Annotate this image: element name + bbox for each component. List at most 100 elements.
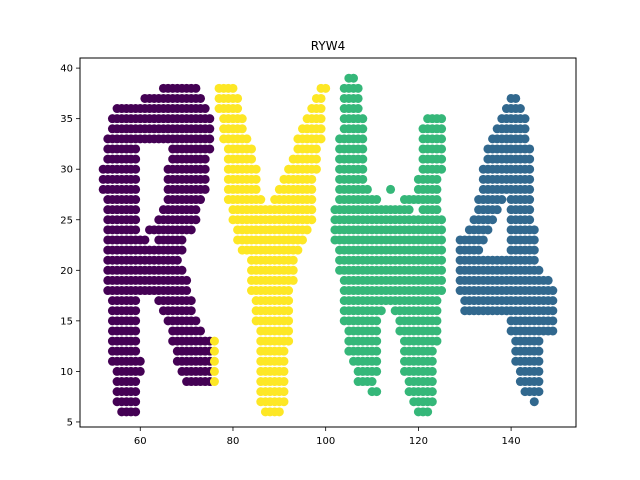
- data-point: [131, 377, 141, 387]
- data-point: [311, 154, 321, 164]
- data-point: [182, 286, 192, 296]
- data-point: [284, 306, 294, 316]
- data-point: [349, 73, 358, 83]
- x-tick-label: 80: [227, 436, 240, 447]
- data-point: [307, 174, 317, 184]
- y-tick-label: 30: [60, 165, 73, 176]
- data-point: [191, 215, 201, 225]
- data-point: [131, 215, 141, 225]
- data-point: [358, 154, 368, 164]
- data-point: [209, 377, 219, 387]
- data-point: [432, 316, 442, 326]
- data-point: [302, 225, 312, 235]
- data-point: [432, 296, 442, 306]
- data-point: [209, 356, 219, 366]
- data-point: [182, 275, 192, 285]
- y-tick-label: 15: [60, 316, 73, 327]
- data-point: [358, 124, 368, 134]
- data-point: [372, 366, 382, 376]
- data-point: [534, 265, 544, 275]
- data-point: [534, 356, 544, 366]
- data-point: [131, 164, 141, 174]
- data-point: [279, 397, 289, 407]
- data-point: [529, 235, 539, 245]
- data-point: [209, 336, 219, 346]
- data-point: [251, 164, 261, 174]
- data-point: [437, 144, 447, 154]
- data-point: [372, 316, 382, 326]
- data-point: [279, 377, 289, 387]
- data-point: [131, 195, 141, 205]
- data-point: [358, 134, 368, 144]
- data-point: [205, 114, 215, 124]
- data-point: [367, 377, 377, 387]
- data-point: [316, 93, 326, 103]
- data-point: [437, 235, 447, 245]
- data-point: [432, 174, 442, 184]
- data-point: [515, 104, 525, 114]
- data-point: [307, 205, 317, 215]
- data-point: [186, 296, 196, 306]
- data-point: [233, 93, 243, 103]
- plot-frame: [79, 57, 577, 428]
- data-point: [437, 286, 447, 296]
- data-point: [131, 184, 141, 194]
- data-point: [427, 346, 437, 356]
- data-point: [196, 195, 206, 205]
- data-point: [437, 164, 447, 174]
- data-point: [307, 195, 317, 205]
- data-point: [135, 356, 145, 366]
- data-point: [316, 124, 326, 134]
- x-tick-label: 120: [409, 436, 428, 447]
- data-point: [437, 215, 447, 225]
- data-point: [196, 326, 206, 336]
- data-point: [172, 255, 182, 265]
- data-point: [228, 83, 238, 93]
- data-point: [483, 225, 493, 235]
- y-tick-label: 20: [60, 266, 73, 277]
- data-point: [520, 134, 530, 144]
- data-point: [529, 397, 539, 407]
- data-point: [353, 83, 363, 93]
- data-point: [548, 286, 558, 296]
- data-point: [534, 377, 544, 387]
- data-point: [237, 114, 247, 124]
- data-point: [372, 346, 382, 356]
- data-point: [432, 184, 442, 194]
- data-point: [358, 174, 368, 184]
- data-point: [191, 205, 201, 215]
- data-point: [131, 144, 141, 154]
- data-point: [209, 366, 219, 376]
- data-point: [237, 124, 247, 134]
- data-point: [316, 104, 326, 114]
- data-point: [316, 134, 326, 144]
- data-point: [205, 124, 215, 134]
- series-y: [209, 83, 331, 417]
- data-point: [251, 184, 261, 194]
- data-point: [437, 275, 447, 285]
- data-point: [186, 225, 196, 235]
- data-point: [376, 306, 386, 316]
- data-point: [437, 124, 447, 134]
- data-point: [432, 195, 442, 205]
- data-point: [372, 387, 382, 397]
- data-point: [358, 144, 368, 154]
- data-point: [288, 265, 298, 275]
- data-point: [437, 255, 447, 265]
- data-point: [191, 83, 201, 93]
- data-point: [200, 154, 210, 164]
- x-tick-label: 140: [502, 436, 521, 447]
- data-point: [525, 215, 535, 225]
- points-layer: [98, 73, 558, 417]
- data-point: [131, 296, 141, 306]
- data-point: [474, 245, 484, 255]
- data-point: [525, 195, 535, 205]
- data-point: [307, 184, 317, 194]
- data-point: [478, 235, 488, 245]
- data-point: [200, 174, 210, 184]
- data-point: [404, 205, 414, 215]
- data-point: [279, 366, 289, 376]
- data-point: [534, 346, 544, 356]
